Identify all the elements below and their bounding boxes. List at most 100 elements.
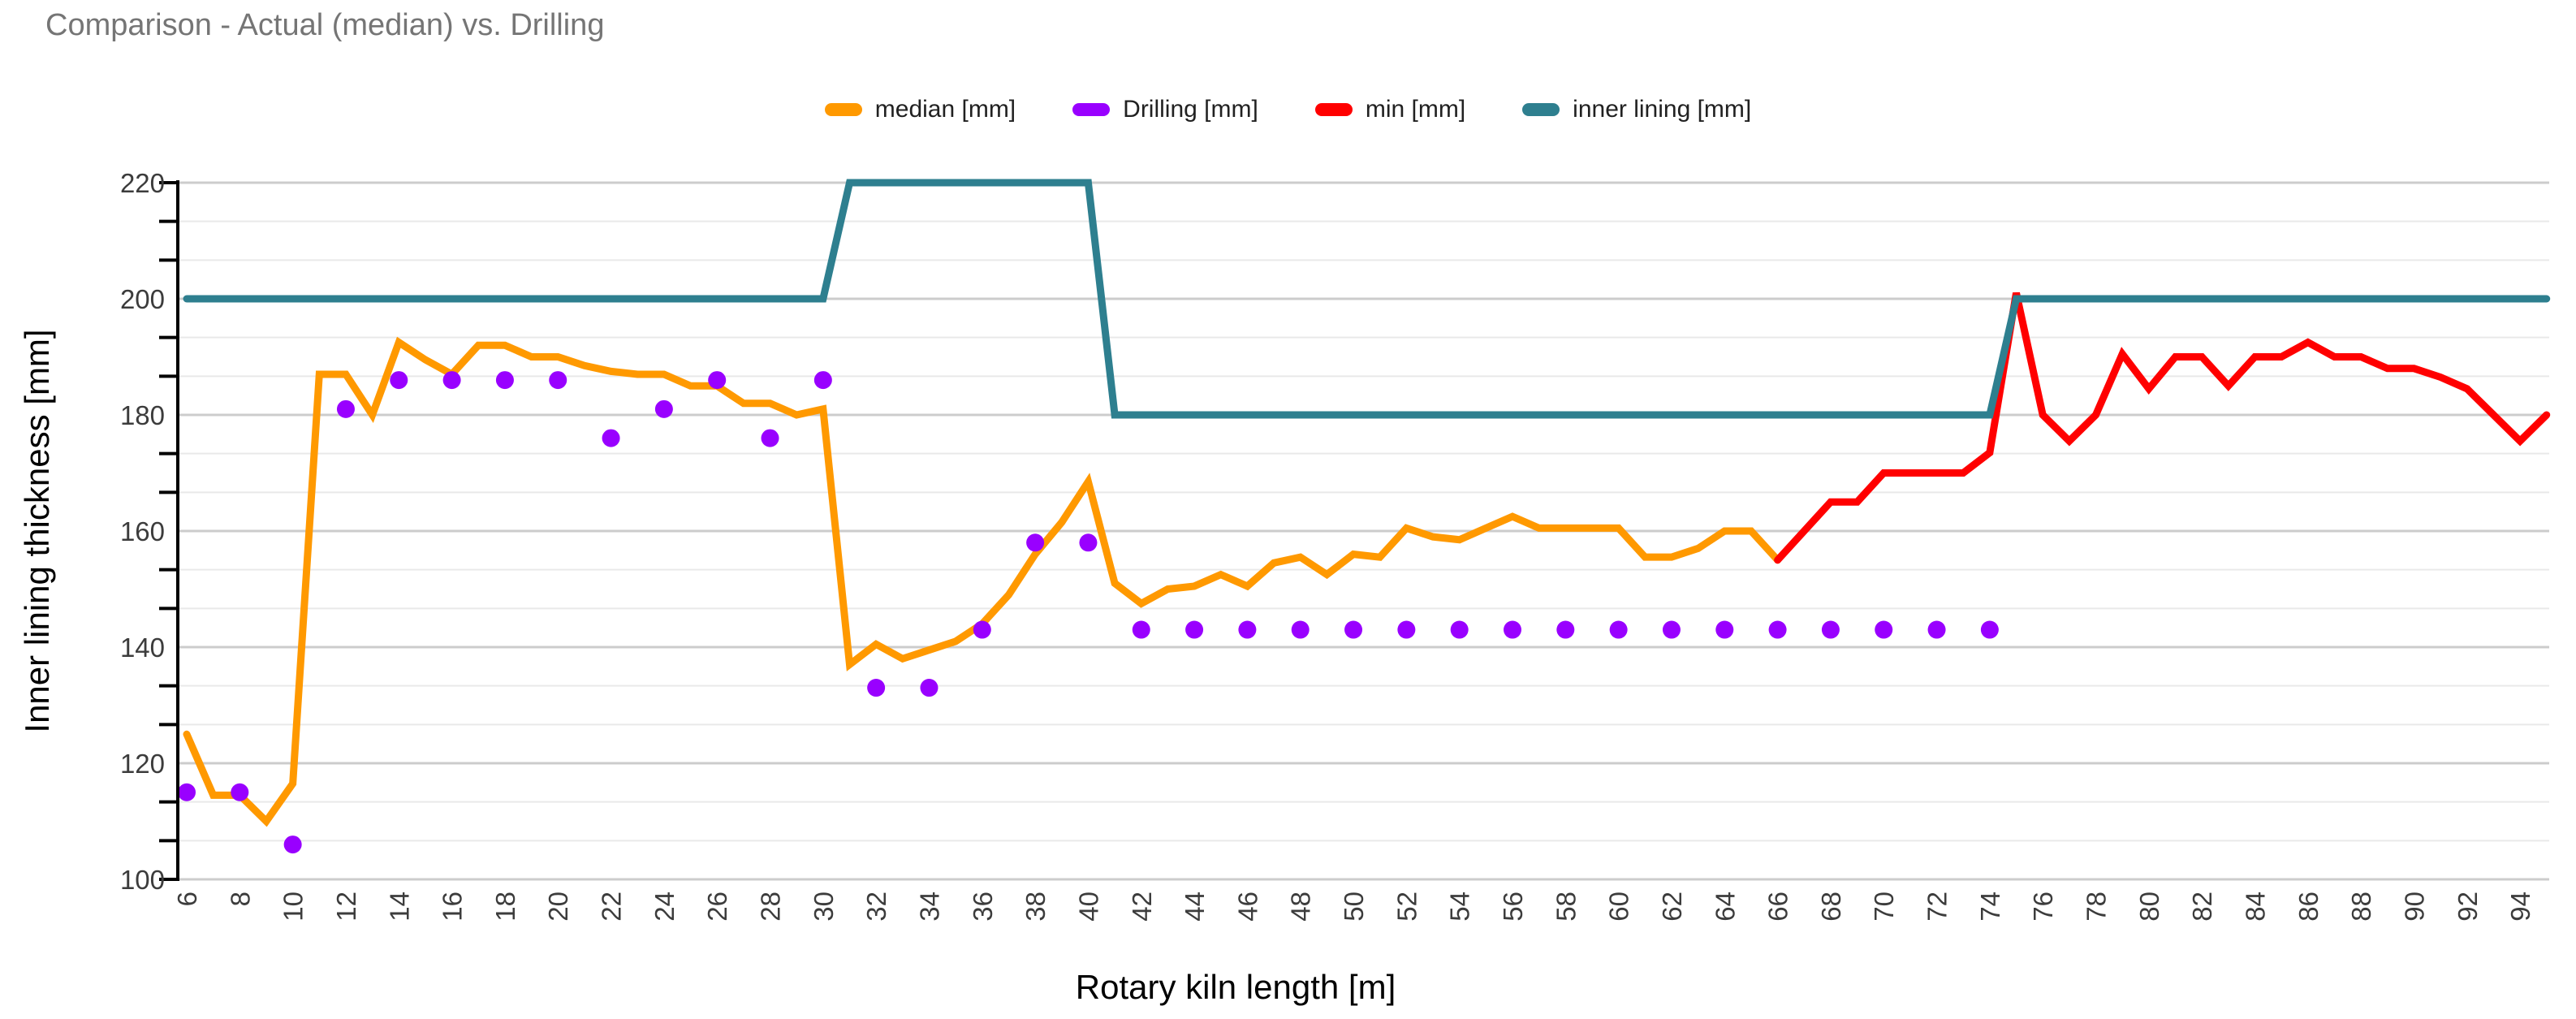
legend-label: inner lining [mm] [1573,96,1752,123]
legend: median [mm] Drilling [mm] min [mm] inner li… [0,96,2576,123]
x-tick-label: 38 [1020,892,1051,922]
x-axis-title: Rotary kiln length [m] [1075,968,1396,1006]
y-tick-label: 100 [120,865,165,895]
x-tick-label: 94 [2505,892,2535,922]
y-tick-label: 140 [120,633,165,663]
drilling-point [1609,620,1628,639]
legend-label: Drilling [mm] [1123,96,1258,123]
legend-item-min: min [mm] [1314,96,1466,123]
drilling-point [761,429,779,447]
drilling-point [1556,620,1575,639]
x-tick-label: 58 [1551,892,1581,922]
drilling-point [1768,620,1787,639]
x-tick-label: 88 [2346,892,2376,922]
legend-swatch-min [1314,103,1353,116]
y-tick-label: 160 [120,516,165,546]
drilling-point [813,371,832,390]
drilling-point [1079,533,1098,552]
y-tick-label: 200 [120,284,165,314]
x-tick-label: 64 [1710,892,1740,922]
drilling-point [708,371,727,390]
x-tick-label: 46 [1232,892,1262,922]
x-tick-label: 50 [1339,892,1369,922]
drilling-point [1397,620,1416,639]
x-tick-label: 68 [1816,892,1846,922]
drilling-point [1291,620,1310,639]
drilling-point [1980,620,1999,639]
legend-swatch-median [824,103,862,116]
drilling-point [178,783,196,801]
drilling-point [1238,620,1257,639]
drilling-point [1927,620,1946,639]
legend-swatch-inner_lining [1522,103,1560,116]
x-tick-label: 44 [1180,892,1210,922]
drilling-point [1344,620,1363,639]
x-tick-label: 8 [225,892,255,906]
legend-item-inner_lining: inner lining [mm] [1522,96,1751,123]
drilling-point [602,429,620,447]
legend-swatch-drilling [1072,103,1111,116]
x-tick-label: 10 [278,892,309,922]
drilling-point [1185,620,1204,639]
min-line [1774,291,2551,564]
legend-label: min [mm] [1365,96,1466,123]
drilling-point [336,399,355,418]
x-tick-label: 42 [1127,892,1157,922]
x-tick-label: 34 [914,892,944,922]
inner-lining-line [183,179,2551,419]
x-tick-label: 20 [543,892,573,922]
drilling-point [1450,620,1469,639]
drilling-point [1132,620,1150,639]
drilling-point [973,620,991,639]
x-tick-label: 30 [809,892,839,922]
drilling-point [231,783,249,801]
x-tick-label: 78 [2082,892,2112,922]
x-tick-label: 76 [2028,892,2058,922]
x-tick-label: 32 [861,892,891,922]
legend-item-drilling: Drilling [mm] [1072,96,1258,123]
x-tick-label: 66 [1763,892,1793,922]
y-axis-title: Inner lining thickness [mm] [18,329,56,733]
drilling-point [654,399,673,418]
x-tick-label: 18 [490,892,520,922]
x-tick-label: 52 [1392,892,1422,922]
drilling-point [1875,620,1893,639]
x-tick-label: 62 [1657,892,1687,922]
y-tick-label: 120 [120,749,165,779]
x-tick-label: 40 [1073,892,1103,922]
drilling-point [1662,620,1681,639]
legend-label: median [mm] [874,96,1016,123]
drilling-point [1026,533,1045,552]
x-tick-label: 86 [2293,892,2324,922]
drilling-point [867,679,886,697]
x-tick-label: 84 [2240,892,2270,922]
x-tick-label: 90 [2399,892,2429,922]
x-tick-label: 24 [649,892,680,922]
chart-title: Comparison - Actual (median) vs. Drillin… [45,8,605,42]
x-tick-label: 16 [438,892,468,922]
drilling-point [283,835,302,854]
x-tick-label: 14 [384,892,414,922]
x-tick-label: 56 [1498,892,1528,922]
drilling-point [495,371,514,390]
x-tick-label: 92 [2453,892,2483,922]
x-tick-label: 22 [597,892,627,922]
x-tick-label: 6 [172,892,202,906]
x-tick-label: 12 [331,892,361,922]
x-tick-label: 82 [2187,892,2217,922]
x-tick-label: 60 [1604,892,1634,922]
drilling-point [390,371,408,390]
drilling-point [442,371,461,390]
drilling-point [1504,620,1521,639]
drilling-point [549,371,567,390]
x-tick-label: 72 [1922,892,1952,922]
x-tick-label: 80 [2134,892,2164,922]
x-tick-label: 28 [756,892,786,922]
x-tick-label: 36 [968,892,998,922]
x-tick-label: 54 [1445,892,1475,922]
x-tick-label: 74 [1975,892,2005,922]
y-tick-label: 180 [120,400,165,430]
legend-item-median: median [mm] [824,96,1016,123]
